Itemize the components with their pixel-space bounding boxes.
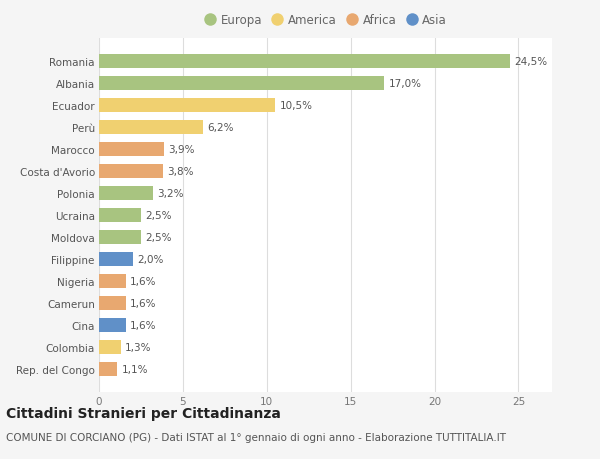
Bar	[99, 77, 384, 91]
Bar	[99, 252, 133, 267]
Text: 2,5%: 2,5%	[145, 211, 172, 221]
Text: 6,2%: 6,2%	[207, 123, 234, 133]
Bar	[99, 165, 163, 179]
Text: 3,2%: 3,2%	[157, 189, 184, 199]
Bar	[99, 318, 126, 332]
Text: 10,5%: 10,5%	[280, 101, 313, 111]
Text: 1,6%: 1,6%	[130, 276, 157, 286]
Text: 24,5%: 24,5%	[514, 57, 547, 67]
Bar	[99, 208, 141, 223]
Bar	[99, 274, 126, 289]
Text: 1,6%: 1,6%	[130, 298, 157, 308]
Bar	[99, 99, 275, 113]
Bar	[99, 362, 118, 376]
Bar	[99, 55, 510, 69]
Text: 1,6%: 1,6%	[130, 320, 157, 330]
Bar	[99, 187, 152, 201]
Bar	[99, 121, 203, 135]
Text: 2,0%: 2,0%	[137, 255, 163, 264]
Text: COMUNE DI CORCIANO (PG) - Dati ISTAT al 1° gennaio di ogni anno - Elaborazione T: COMUNE DI CORCIANO (PG) - Dati ISTAT al …	[6, 432, 506, 442]
Text: 17,0%: 17,0%	[388, 79, 421, 89]
Legend: Europa, America, Africa, Asia: Europa, America, Africa, Asia	[202, 12, 449, 29]
Bar	[99, 297, 126, 311]
Bar	[99, 340, 121, 354]
Text: 2,5%: 2,5%	[145, 233, 172, 243]
Text: 3,8%: 3,8%	[167, 167, 193, 177]
Bar	[99, 230, 141, 245]
Text: 1,1%: 1,1%	[122, 364, 148, 374]
Text: 3,9%: 3,9%	[169, 145, 195, 155]
Text: 1,3%: 1,3%	[125, 342, 152, 353]
Bar	[99, 143, 164, 157]
Text: Cittadini Stranieri per Cittadinanza: Cittadini Stranieri per Cittadinanza	[6, 406, 281, 420]
